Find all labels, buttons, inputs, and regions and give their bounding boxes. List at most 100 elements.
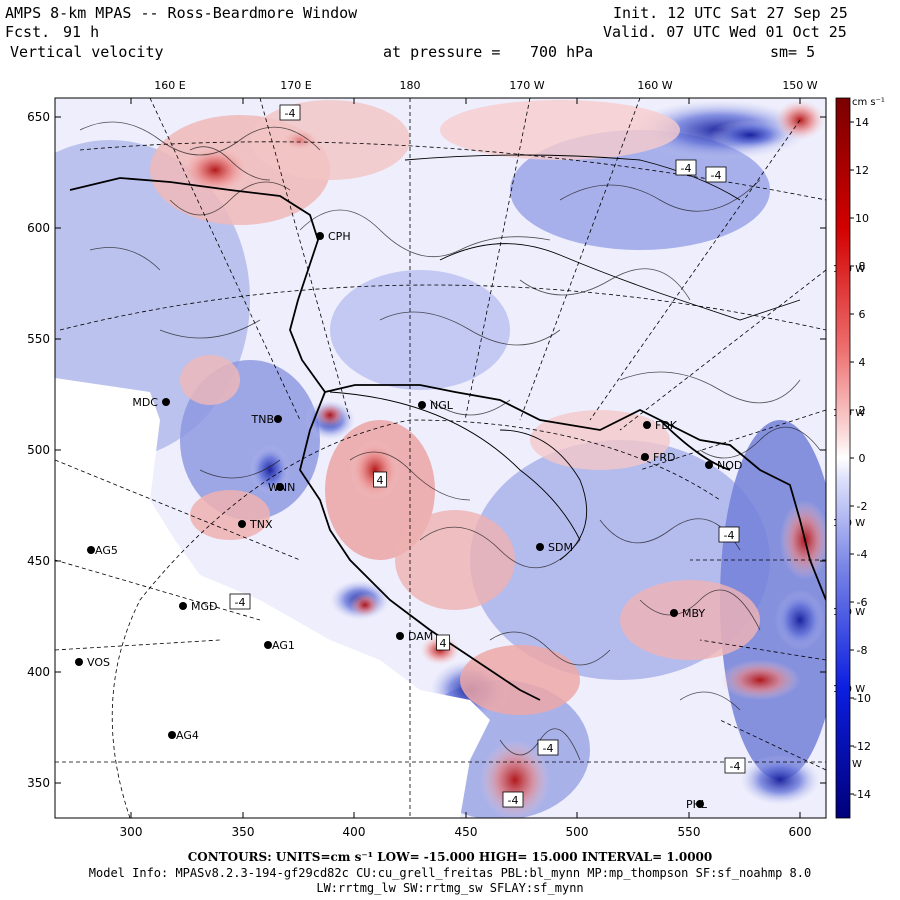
colorbar-tick-label: -10 (853, 692, 871, 705)
colorbar-tick-label: 14 (855, 116, 869, 129)
contour-label: -4 (730, 760, 741, 773)
x-tick-label: 400 (343, 825, 366, 839)
y-tick-label: 350 (27, 776, 50, 790)
colorbar-tick-label: 10 (855, 212, 869, 225)
forecast-label: Fcst. (5, 23, 51, 41)
station-dot (162, 398, 170, 406)
colorbar-tick-label: 8 (859, 260, 866, 273)
model-info: Model Info: MPASv8.2.3-194-gf29cd82c CU:… (88, 866, 812, 880)
contour-label-box (229, 593, 251, 610)
contour-label: -4 (711, 169, 722, 182)
y-tick-label: 500 (27, 443, 50, 457)
contour-label-box (502, 791, 524, 808)
y-tick-label: 450 (27, 554, 50, 568)
station-dot (276, 483, 284, 491)
x-tick-label: 500 (566, 825, 589, 839)
y-tick-label: 550 (27, 332, 50, 346)
contour-labels: -4 -4 -4 4 -4 -4 4 -4 -4 -4 (229, 104, 746, 808)
contour-label: -4 (724, 529, 735, 542)
station-label: PHL (686, 798, 708, 811)
shaded-field (55, 98, 826, 818)
station-label: WNN (268, 481, 295, 494)
station-label: CPH (328, 230, 351, 243)
station-dot (168, 731, 176, 739)
station-dot (87, 546, 95, 554)
colorbar-tick-label: 2 (859, 404, 866, 417)
station-label: FDK (655, 419, 678, 432)
station-label: MGD (191, 600, 218, 613)
x-axis: 300 350 400 450 500 550 600 (120, 98, 812, 839)
longitude-label: 180 (400, 79, 421, 92)
station-dot (75, 658, 83, 666)
longitude-labels: 160 E 170 E 180 170 W 160 W 150 W (154, 79, 818, 92)
x-tick-label: 550 (678, 825, 701, 839)
contour-info: CONTOURS: UNITS=cm s⁻¹ LOW= -15.000 HIGH… (187, 850, 713, 864)
station-label: AG4 (176, 729, 199, 742)
physics-info: LW:rrtmg_lw SW:rrtmg_sw SFLAY:sf_mynn (316, 881, 584, 895)
colorbar-tick-label: -14 (853, 788, 871, 801)
colorbar-tick-label: 6 (859, 308, 866, 321)
station-dot (536, 543, 544, 551)
station-dot (264, 641, 272, 649)
longitude-label: 170 E (280, 79, 311, 92)
station-label: FRD (653, 451, 675, 464)
contour-label: -4 (681, 162, 692, 175)
contour-label-box (724, 757, 746, 774)
station-dot (396, 632, 404, 640)
x-tick-label: 300 (120, 825, 143, 839)
x-tick-label: 450 (455, 825, 478, 839)
station-dot (418, 401, 426, 409)
station-dot (238, 520, 246, 528)
field-name: Vertical velocity (10, 43, 164, 61)
colorbar-tick-label: 12 (855, 164, 869, 177)
station-markers: CPH MDC NGL TNB WNN FDK FRD NOD TNX AG5 SDM MGD AG1 D… (75, 230, 742, 811)
plot-frame (54, 97, 827, 819)
contour-label-box (537, 739, 559, 756)
x-tick-label: 600 (789, 825, 812, 839)
colorbar-tick-label: -8 (857, 644, 868, 657)
station-dot (274, 415, 282, 423)
station-label: NOD (717, 459, 742, 472)
colorbar-tick-label: 4 (859, 356, 866, 369)
y-tick-label: 650 (27, 110, 50, 124)
contour-label: -4 (543, 742, 554, 755)
station-dot (670, 609, 678, 617)
station-label: MBY (682, 607, 705, 620)
contour-label: 4 (440, 637, 447, 650)
contour-label: -4 (508, 794, 519, 807)
station-dot (705, 461, 713, 469)
station-label: SDM (548, 541, 573, 554)
y-tick-label: 400 (27, 665, 50, 679)
contour-label: 4 (377, 474, 384, 487)
station-dot (696, 800, 704, 808)
station-label: VOS (87, 656, 110, 669)
station-label: AG5 (95, 544, 118, 557)
contour-label-box (279, 104, 301, 121)
station-dot (179, 602, 187, 610)
y-tick-label: 600 (27, 221, 50, 235)
station-dot (643, 421, 651, 429)
station-label: NGL (430, 399, 454, 412)
contour-label: -4 (285, 107, 296, 120)
contour-label-box (436, 634, 450, 651)
colorbar-tick-label: -6 (857, 596, 868, 609)
station-label: MDC (132, 396, 158, 409)
init-time: Init. 12 UTC Sat 27 Sep 25 (613, 4, 848, 22)
colorbar-tick-label: -12 (853, 740, 871, 753)
colorbar-ticks: 14 12 10 8 6 4 2 0 -2 -4 -6 -8 -10 -12 -14 (850, 116, 871, 801)
station-label: DAM (408, 630, 433, 643)
colorbar-tick-label: -2 (857, 500, 868, 513)
contour-label-box (675, 159, 697, 176)
contour-label: -4 (235, 596, 246, 609)
longitude-label: 160 W (637, 79, 672, 92)
colorbar-tick-label: 0 (859, 452, 866, 465)
longitude-label: 150 W (782, 79, 817, 92)
station-dot (641, 453, 649, 461)
station-label: TNB (251, 413, 275, 426)
colorbar-units: cm s⁻¹ (852, 97, 885, 108)
y-axis: 650 600 550 500 450 400 350 (27, 110, 826, 790)
valid-time: Valid. 07 UTC Wed 01 Oct 25 (603, 23, 847, 41)
forecast-hour: 91 h (63, 23, 100, 41)
smoothing-label: sm= 5 (770, 43, 816, 61)
station-label: TNX (249, 518, 273, 531)
